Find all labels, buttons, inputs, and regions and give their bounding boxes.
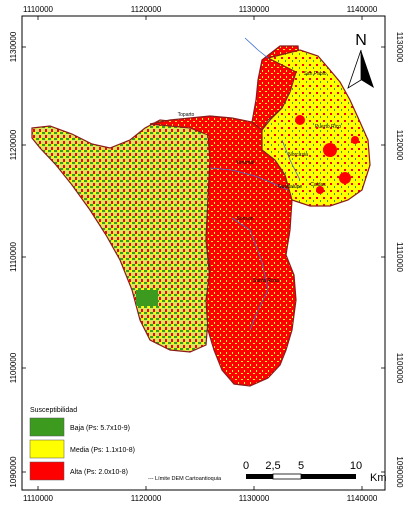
rivers xyxy=(209,37,301,331)
place-puerto-rico: Puerto Rico xyxy=(315,124,341,130)
x-tick-top-2: 1120000 xyxy=(131,5,162,14)
place-san-pablo: San Pablo xyxy=(303,71,326,77)
x-tick-top-3: 1130000 xyxy=(239,5,270,14)
y-tick-right-2: 1120000 xyxy=(395,130,404,161)
legend: Susceptibilidad Baja (Ps: 5.7x10-9) Medi… xyxy=(29,407,222,482)
legend-label-high: Alta (Ps: 2.0x10-8) xyxy=(70,469,128,476)
y-tick-left-5: 1090000 xyxy=(9,456,18,488)
x-tick-bottom-1: 1110000 xyxy=(23,494,54,503)
place-yarumal: Yarumal xyxy=(236,160,254,166)
y-tick-left-3: 1110000 xyxy=(9,241,18,272)
legend-title: Susceptibilidad xyxy=(30,407,77,414)
legend-swatch-medium xyxy=(29,439,65,459)
scale-seg-1 xyxy=(246,474,273,479)
scale-seg-3 xyxy=(301,474,356,479)
x-tick-top-4: 1140000 xyxy=(347,5,378,14)
scale-label-10: 10 xyxy=(350,460,362,472)
place-sonson: Sonson xyxy=(237,216,254,222)
scale-label-0: 0 xyxy=(243,460,249,472)
y-tick-left-4: 1100000 xyxy=(9,352,18,383)
scale-label-5: 5 xyxy=(298,460,304,472)
y-tick-right-5: 1090000 xyxy=(395,456,404,488)
y-tick-right-1: 1130000 xyxy=(395,32,404,63)
x-tick-bottom-3: 1130000 xyxy=(239,494,270,503)
scale-bar: 0 2,5 5 10 Km xyxy=(243,460,387,484)
place-norcasia: Norcasia xyxy=(288,152,308,158)
y-tick-left-2: 1120000 xyxy=(9,129,18,160)
yellow-region-red-patches xyxy=(295,115,359,194)
tick-marks xyxy=(22,16,385,490)
y-tick-right-4: 1100000 xyxy=(395,353,404,384)
x-tick-bottom-2: 1120000 xyxy=(131,494,162,503)
legend-swatch-high xyxy=(29,461,65,481)
legend-swatch-low xyxy=(29,417,65,437)
scale-label-2-5: 2,5 xyxy=(265,460,280,472)
scale-unit: Km xyxy=(370,472,387,484)
x-tick-bottom-4: 1140000 xyxy=(347,494,378,503)
place-guadalupe: Guadalupe xyxy=(278,184,303,190)
region-green-patch xyxy=(136,290,158,306)
legend-label-low: Baja (Ps: 5.7x10-9) xyxy=(70,425,130,432)
legend-boundary: --- Límite DEM Cartoantioquia xyxy=(148,476,222,482)
region-east-yellow xyxy=(261,49,371,207)
x-tick-top-1: 1110000 xyxy=(23,5,54,14)
y-tick-left-1: 1130000 xyxy=(9,31,18,62)
north-arrow: N xyxy=(347,32,374,89)
legend-label-medium: Media (Ps: 1.1x10-8) xyxy=(70,447,135,454)
north-arrow-label: N xyxy=(355,32,367,49)
y-tick-right-3: 1110000 xyxy=(395,242,404,273)
place-toparto: Toparto xyxy=(178,112,195,118)
place-santa-rosa: Santa Rosa xyxy=(253,278,279,284)
scale-seg-2 xyxy=(272,473,302,480)
place-caldas: Caldas xyxy=(310,182,326,188)
